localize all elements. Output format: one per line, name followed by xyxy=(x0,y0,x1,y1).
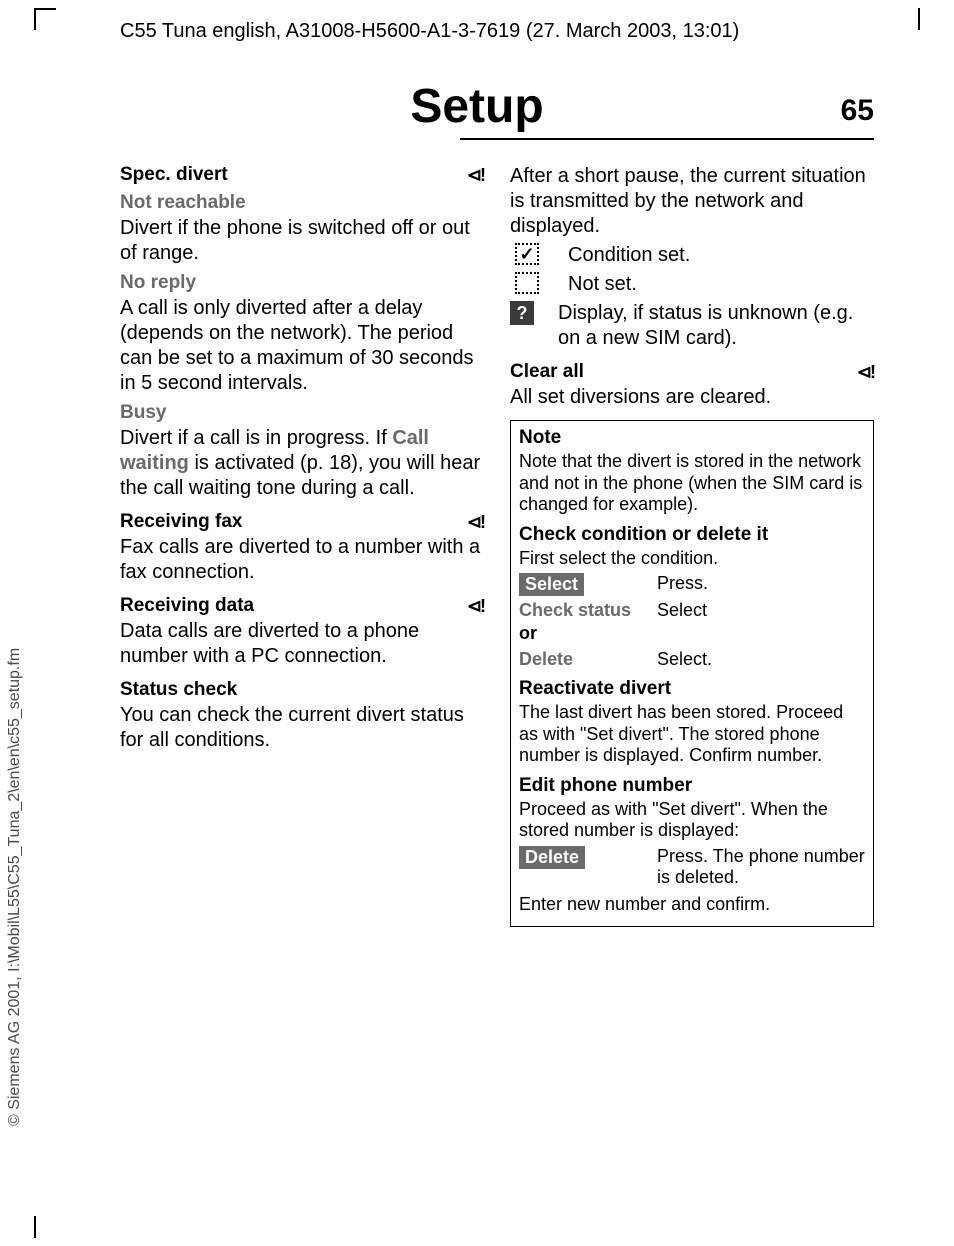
unknown-text: Display, if status is unknown (e.g. on a… xyxy=(558,301,874,351)
doc-header: C55 Tuna english, A31008-H5600-A1-3-7619… xyxy=(0,0,954,43)
left-column: Spec. divert ⊲! Not reachable Divert if … xyxy=(120,154,484,927)
receiving-data-body: Data calls are diverted to a phone numbe… xyxy=(120,619,484,669)
right-column: After a short pause, the current situati… xyxy=(510,154,874,927)
delete-row: Delete Select. xyxy=(519,649,865,670)
crop-mark-bl xyxy=(34,1216,36,1238)
clear-all-label: Clear all xyxy=(510,361,584,383)
enter-new-text: Enter new number and confirm. xyxy=(519,894,865,916)
reactivate-text: The last divert has been stored. Proceed… xyxy=(519,702,865,767)
clear-all-head: Clear all ⊲! xyxy=(510,361,874,383)
busy-body: Divert if a call is in progress. If Call… xyxy=(120,426,484,501)
select-text: Select xyxy=(657,600,707,621)
title-row: Setup 65 xyxy=(0,79,954,134)
receiving-fax-label: Receiving fax xyxy=(120,511,243,533)
not-set-text: Not set. xyxy=(568,272,637,297)
side-copyright: © Siemens AG 2001, I:\Mobil\L55\C55_Tuna… xyxy=(6,648,24,1126)
delete-label: Delete xyxy=(519,649,639,670)
reactivate-heading: Reactivate divert xyxy=(519,678,865,700)
not-reachable-head: Not reachable xyxy=(120,192,484,214)
not-set-row: Not set. xyxy=(510,272,874,297)
network-icon: ⊲! xyxy=(467,596,484,617)
select-row: Select Press. xyxy=(519,573,865,596)
crop-mark-tr xyxy=(918,8,920,30)
busy-body-pre: Divert if a call is in progress. If xyxy=(120,427,392,449)
spec-divert-label: Spec. divert xyxy=(120,164,228,186)
receiving-data-label: Receiving data xyxy=(120,595,254,617)
delete-btn-row: Delete Press. The phone number is delete… xyxy=(519,846,865,888)
receiving-data-head: Receiving data ⊲! xyxy=(120,595,484,617)
edit-phone-text: Proceed as with "Set divert". When the s… xyxy=(519,799,865,842)
network-icon: ⊲! xyxy=(857,362,874,383)
not-reachable-body: Divert if the phone is switched off or o… xyxy=(120,216,484,266)
check-cond-heading: Check condition or delete it xyxy=(519,524,865,546)
network-icon: ⊲! xyxy=(467,512,484,533)
busy-head: Busy xyxy=(120,402,484,424)
no-reply-body: A call is only diverted after a delay (d… xyxy=(120,296,484,396)
edit-phone-heading: Edit phone number xyxy=(519,775,865,797)
no-reply-head: No reply xyxy=(120,272,484,294)
select-dot-text: Select. xyxy=(657,649,712,670)
or-label: or xyxy=(519,623,865,645)
status-check-body: You can check the current divert status … xyxy=(120,703,484,753)
crop-mark-tl xyxy=(34,8,56,30)
delete-desc: Press. The phone number is deleted. xyxy=(657,846,865,888)
check-status-label: Check status xyxy=(519,600,639,621)
content-columns: Spec. divert ⊲! Not reachable Divert if … xyxy=(0,140,954,927)
receiving-fax-body: Fax calls are diverted to a number with … xyxy=(120,535,484,585)
delete-button[interactable]: Delete xyxy=(519,846,585,869)
right-intro: After a short pause, the current situati… xyxy=(510,164,874,239)
note-heading: Note xyxy=(519,427,865,449)
spec-divert-head: Spec. divert ⊲! xyxy=(120,164,484,186)
select-button[interactable]: Select xyxy=(519,573,584,596)
receiving-fax-head: Receiving fax ⊲! xyxy=(120,511,484,533)
question-icon: ? xyxy=(510,301,534,325)
page-number: 65 xyxy=(841,94,874,128)
check-first-text: First select the condition. xyxy=(519,548,865,570)
clear-all-body: All set diversions are cleared. xyxy=(510,385,874,410)
network-icon: ⊲! xyxy=(467,165,484,186)
unknown-row: ? Display, if status is unknown (e.g. on… xyxy=(510,301,874,351)
check-status-row: Check status Select xyxy=(519,600,865,621)
note-box: Note Note that the divert is stored in t… xyxy=(510,420,874,927)
condition-set-text: Condition set. xyxy=(568,243,690,268)
press-text: Press. xyxy=(657,573,708,594)
note-text: Note that the divert is stored in the ne… xyxy=(519,451,865,516)
status-check-head: Status check xyxy=(120,679,484,701)
page-title: Setup xyxy=(80,79,874,134)
check-icon: ✓ xyxy=(510,243,544,265)
empty-icon xyxy=(510,272,544,294)
condition-set-row: ✓ Condition set. xyxy=(510,243,874,268)
